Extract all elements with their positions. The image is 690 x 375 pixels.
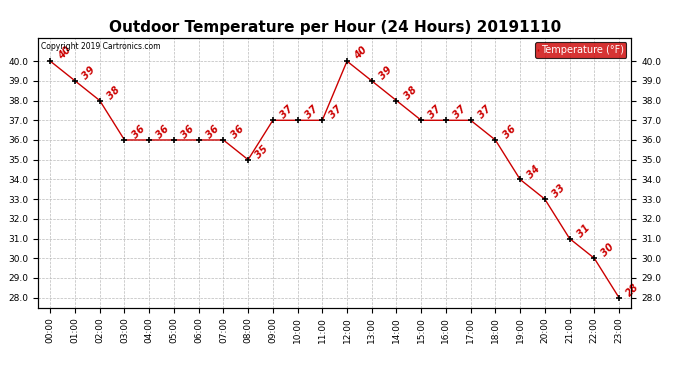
Text: 36: 36 bbox=[204, 124, 221, 141]
Text: 37: 37 bbox=[328, 104, 344, 121]
Text: 39: 39 bbox=[81, 65, 97, 81]
Legend: Temperature (°F): Temperature (°F) bbox=[535, 42, 627, 58]
Title: Outdoor Temperature per Hour (24 Hours) 20191110: Outdoor Temperature per Hour (24 Hours) … bbox=[108, 20, 561, 35]
Text: 36: 36 bbox=[130, 124, 147, 141]
Text: Copyright 2019 Cartronics.com: Copyright 2019 Cartronics.com bbox=[41, 42, 160, 51]
Text: 37: 37 bbox=[476, 104, 493, 121]
Text: 36: 36 bbox=[229, 124, 246, 141]
Text: 40: 40 bbox=[56, 45, 72, 62]
Text: 39: 39 bbox=[377, 65, 394, 81]
Text: 38: 38 bbox=[402, 84, 419, 101]
Text: 34: 34 bbox=[526, 164, 542, 180]
Text: 37: 37 bbox=[303, 104, 319, 121]
Text: 36: 36 bbox=[179, 124, 196, 141]
Text: 36: 36 bbox=[155, 124, 171, 141]
Text: 40: 40 bbox=[353, 45, 369, 62]
Text: 36: 36 bbox=[501, 124, 518, 141]
Text: 28: 28 bbox=[624, 282, 641, 298]
Text: 37: 37 bbox=[278, 104, 295, 121]
Text: 30: 30 bbox=[600, 242, 616, 259]
Text: 33: 33 bbox=[551, 183, 567, 200]
Text: 35: 35 bbox=[254, 144, 270, 160]
Text: 37: 37 bbox=[451, 104, 468, 121]
Text: 38: 38 bbox=[106, 84, 122, 101]
Text: 31: 31 bbox=[575, 222, 592, 239]
Text: 37: 37 bbox=[426, 104, 444, 121]
